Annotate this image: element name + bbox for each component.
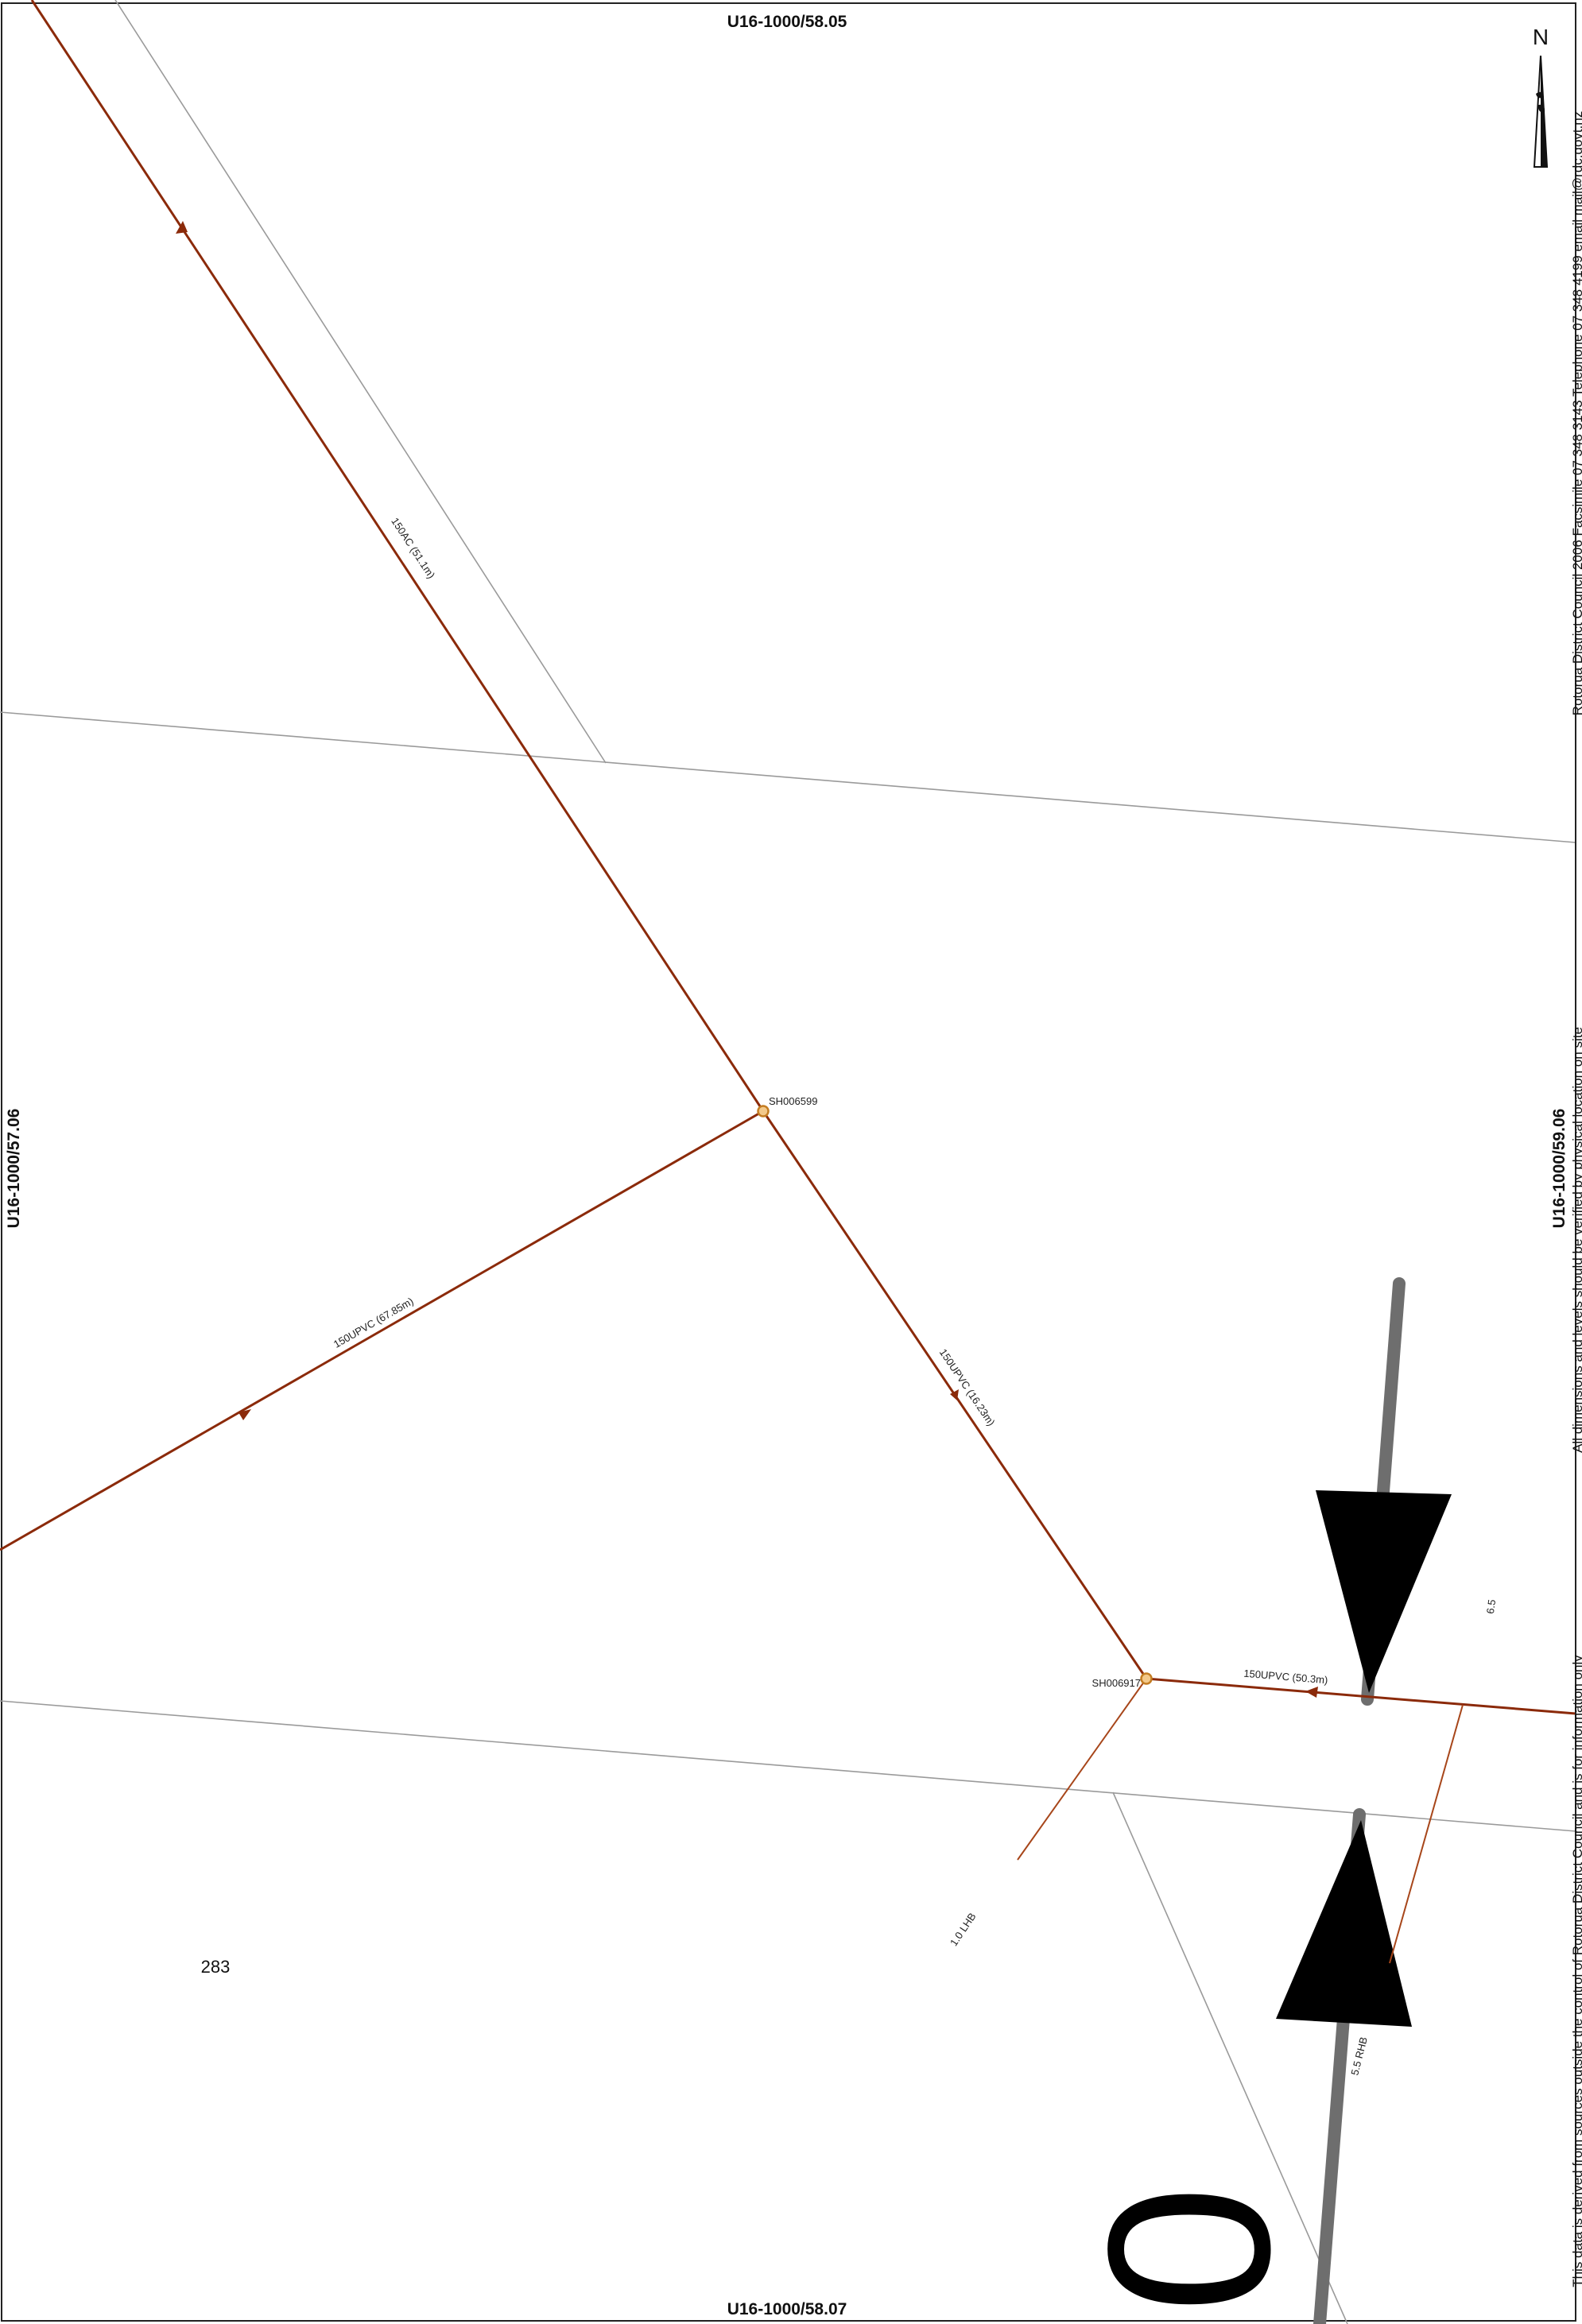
flow-arrow-icon: [238, 1409, 251, 1420]
sheet-ref-top[interactable]: U16-1000/58.05: [727, 13, 847, 31]
node-label: SH006917: [1092, 1677, 1141, 1689]
sheet-ref-bottom[interactable]: U16-1000/58.07: [727, 2300, 847, 2318]
sheet-ref-right[interactable]: U16-1000/59.06: [1550, 1109, 1568, 1229]
flow-arrow-icon: [1305, 1687, 1318, 1698]
pipe-label: 150AC (51.1m): [389, 516, 437, 581]
pipe-150upvc-67: [0, 1110, 764, 1551]
flow-arrow-icon: [176, 221, 188, 234]
pipe-label: 150UPVC (67.85m): [332, 1295, 416, 1350]
disclaimer-upper: Rotorua District Council 2006 Facsimile …: [1570, 111, 1582, 716]
lateral-label: 1.0 LHB: [948, 1911, 979, 1948]
pipe-label: 150UPVC (16.23m): [937, 1346, 998, 1427]
manhole-node: [1140, 1672, 1153, 1685]
disclaimer-lower: This data is derived from sources outsid…: [1570, 1655, 1582, 2287]
pipe-150upvc-50: [1146, 1677, 1576, 1715]
parcel-number: 283: [201, 1957, 231, 1977]
sheet-ref-left[interactable]: U16-1000/57.06: [5, 1109, 23, 1229]
pipe-label: 150UPVC (50.3m): [1243, 1667, 1328, 1687]
road-arrow-down-icon: [1316, 1490, 1452, 1693]
lateral-label: 5.5 RHB: [1348, 2035, 1369, 2076]
flow-arrows: [176, 221, 1318, 1698]
road-centreline: [1313, 1277, 1406, 2324]
house-number: 0: [1060, 2185, 1318, 2313]
manhole-nodes[interactable]: [757, 1105, 1153, 1685]
dimension-label: 6.5: [1484, 1598, 1498, 1614]
sewer-pipes: [0, 0, 1576, 1715]
node-label: SH006599: [769, 1095, 817, 1107]
pipe-150ac: [30, 0, 765, 1112]
disclaimer-middle: All dimensions and levels should be veri…: [1570, 1027, 1582, 1453]
road-arrow-up-icon: [1276, 1820, 1412, 2027]
laterals: [1017, 1678, 1464, 1964]
manhole-node: [757, 1105, 770, 1117]
flow-arrow-icon: [950, 1389, 959, 1400]
north-label: N: [1533, 25, 1549, 49]
north-arrow-icon: N: [1533, 25, 1549, 168]
